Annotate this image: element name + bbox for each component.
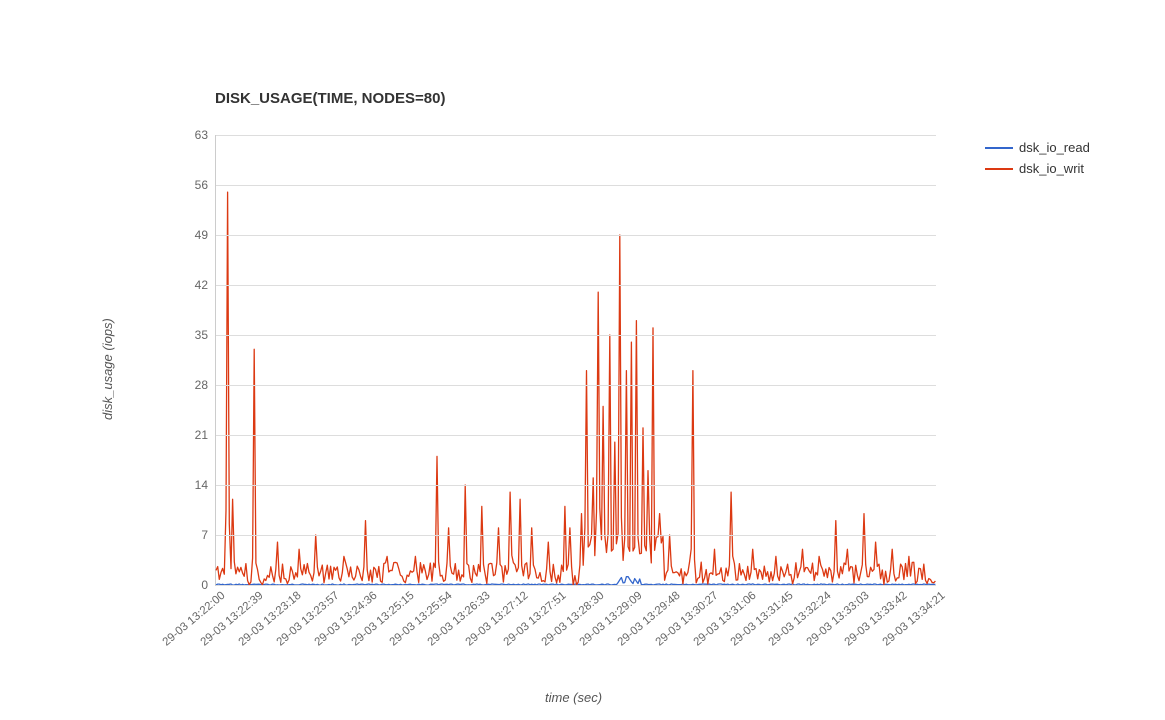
legend-swatch: [985, 147, 1013, 149]
y-tick-label: 63: [195, 128, 216, 142]
y-tick-label: 49: [195, 228, 216, 242]
grid-line: [216, 385, 936, 386]
y-tick-label: 56: [195, 178, 216, 192]
y-tick-label: 35: [195, 328, 216, 342]
disk-usage-chart: DISK_USAGE(TIME, NODES=80) disk_usage (i…: [0, 0, 1165, 720]
y-tick-label: 14: [195, 478, 216, 492]
grid-line: [216, 435, 936, 436]
legend-item-dsk-io-writ: dsk_io_writ: [985, 161, 1090, 176]
series-svg: [216, 135, 936, 585]
grid-line: [216, 485, 936, 486]
grid-line: [216, 135, 936, 136]
plot-area: 07142128354249566329-03 13:22:0029-03 13…: [215, 135, 936, 586]
legend-item-dsk-io-read: dsk_io_read: [985, 140, 1090, 155]
y-tick-label: 42: [195, 278, 216, 292]
legend-label: dsk_io_read: [1019, 140, 1090, 155]
legend: dsk_io_read dsk_io_writ: [985, 140, 1090, 182]
x-axis-label: time (sec): [545, 690, 602, 705]
y-tick-label: 21: [195, 428, 216, 442]
grid-line: [216, 285, 936, 286]
legend-label: dsk_io_writ: [1019, 161, 1084, 176]
chart-title: DISK_USAGE(TIME, NODES=80): [215, 90, 445, 107]
legend-swatch: [985, 168, 1013, 170]
grid-line: [216, 585, 936, 586]
y-tick-label: 7: [201, 528, 216, 542]
grid-line: [216, 335, 936, 336]
grid-line: [216, 535, 936, 536]
y-tick-label: 28: [195, 378, 216, 392]
grid-line: [216, 185, 936, 186]
series-dsk-io-writ: [216, 192, 935, 585]
grid-line: [216, 235, 936, 236]
y-axis-label: disk_usage (iops): [100, 318, 115, 420]
